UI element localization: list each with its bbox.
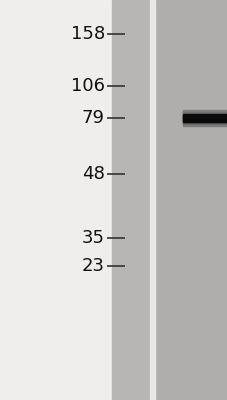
Bar xyxy=(182,123,227,124)
Text: 106: 106 xyxy=(71,77,104,95)
Bar xyxy=(182,115,227,117)
Bar xyxy=(111,0,149,400)
Bar xyxy=(182,121,227,123)
Text: 158: 158 xyxy=(70,25,104,43)
Bar xyxy=(182,120,227,122)
Bar xyxy=(155,0,227,400)
Bar xyxy=(182,110,227,111)
Bar xyxy=(149,0,155,400)
Bar xyxy=(182,112,227,114)
Text: 48: 48 xyxy=(82,165,104,183)
Text: 23: 23 xyxy=(81,257,104,275)
Bar xyxy=(182,114,227,115)
Bar xyxy=(182,116,227,118)
Text: 35: 35 xyxy=(81,229,104,247)
Bar xyxy=(182,124,227,126)
Bar xyxy=(182,119,227,120)
Bar xyxy=(182,118,227,119)
Bar xyxy=(182,111,227,113)
Bar xyxy=(182,114,227,122)
Text: 79: 79 xyxy=(81,109,104,127)
Bar xyxy=(0,0,111,400)
